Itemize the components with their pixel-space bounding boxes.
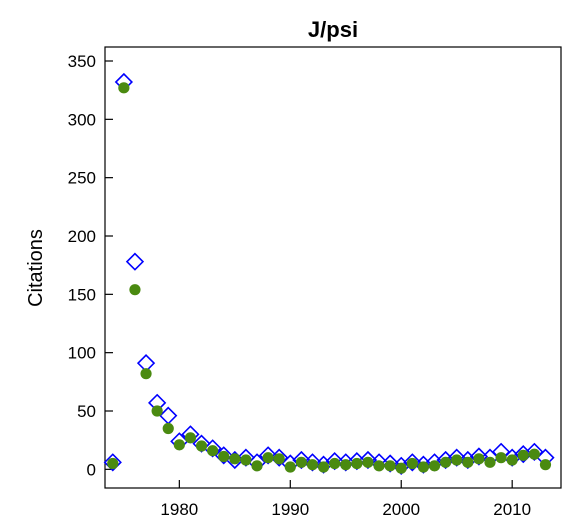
circle-point [262,452,274,464]
diamond-point [314,455,333,474]
circle-point [428,460,441,472]
y-axis-label: Citations [25,229,47,307]
circle-point [317,461,330,473]
circle-point [173,439,185,451]
series-2 [107,82,552,474]
diamond-point [236,448,256,467]
x-tick-label: 2000 [382,500,420,519]
circle-point [484,456,496,468]
plot-frame [104,46,562,489]
diamond-point [514,445,533,464]
circle-point [295,456,307,468]
circle-point [240,454,252,466]
diamond-point [325,452,344,471]
circle-point [373,460,385,472]
circle-point [151,405,163,417]
diamond-point [103,453,122,472]
circle-point [440,456,452,468]
circle-point [539,459,552,471]
diamond-point [525,442,544,461]
circle-point [329,457,341,470]
circle-point [129,284,141,296]
diamond-point [270,448,289,467]
y-tick-label: 0 [87,460,96,479]
circle-point [462,456,474,468]
circle-point [184,432,197,444]
x-tick-label: 2010 [493,500,531,519]
chart-title: J/psi [308,17,358,42]
circle-point [118,82,130,94]
diamond-point [381,454,400,473]
circle-point [417,461,430,473]
diamond-point [414,455,433,474]
diamond-point [392,456,411,475]
diamond-point [125,252,145,271]
circle-point [340,459,352,471]
diamond-point [258,446,278,465]
y-tick-label: 200 [68,227,96,246]
diamond-point [358,450,378,470]
diamond-point [403,453,422,472]
y-tick-label: 300 [68,110,96,129]
diamond-point [503,448,522,467]
diamond-point [469,447,489,466]
circle-point [362,456,374,468]
y-tick-label: 250 [68,169,96,188]
circle-point [251,460,263,472]
diamond-point [447,448,466,467]
circle-point [351,457,363,470]
y-tick-label: 50 [77,402,96,421]
circle-point [306,459,319,471]
circle-point [384,460,396,472]
y-axis: 0 50 100 150 200 250 300 350 [68,52,113,479]
diamond-point [214,446,233,465]
diamond-point [436,450,455,470]
x-axis: 1980 1990 2000 2010 [160,480,531,519]
circle-point [284,461,296,473]
circle-point [395,462,407,474]
circle-point [229,453,241,465]
diamond-point [192,434,211,453]
y-tick-label: 150 [68,285,96,304]
diamond-point [292,450,311,470]
circle-point [273,453,285,465]
circle-point [506,454,518,466]
diamond-point [203,439,222,458]
y-tick-label: 100 [68,344,96,363]
circle-point [140,368,152,380]
y-tick-label: 350 [68,52,96,71]
series-1 [103,72,555,475]
circle-point [195,440,208,452]
data-points [103,72,555,475]
circle-point [495,452,507,464]
circle-point [207,445,219,457]
circle-point [528,448,540,460]
diamond-point [458,450,477,470]
x-tick-label: 1990 [271,500,309,519]
circle-point [473,453,485,465]
circle-point [451,454,463,466]
circle-point [218,450,230,463]
circle-point [406,457,418,470]
circle-point [162,422,174,435]
diamond-point [303,453,322,472]
x-tick-label: 1980 [160,500,198,519]
circle-point [107,457,119,470]
circle-point [517,449,529,461]
